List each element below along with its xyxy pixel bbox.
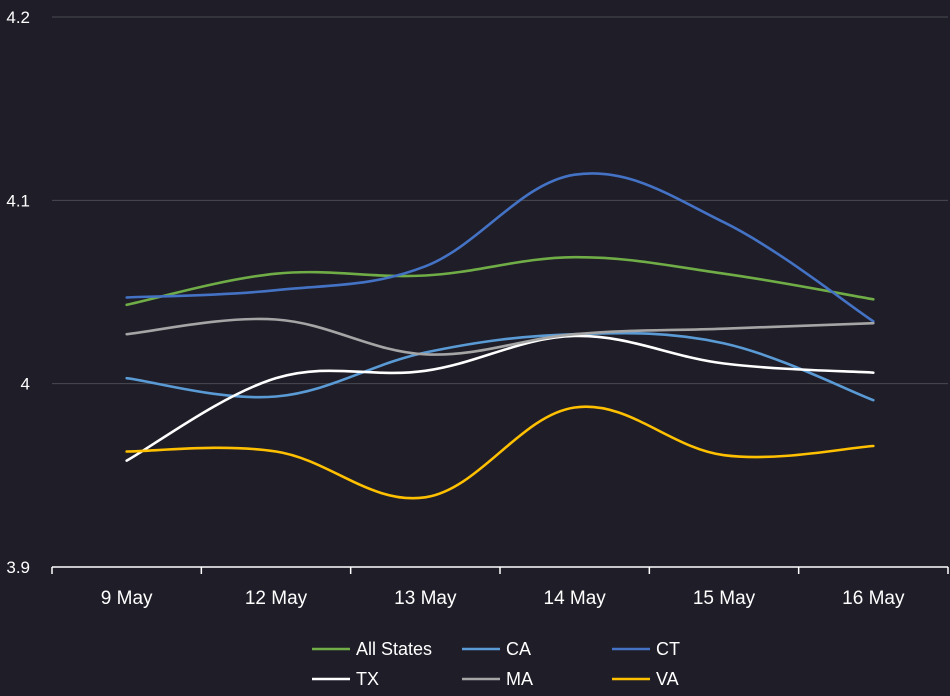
- x-axis-ticks: 9 May 12 May 13 May 14 May 15 May 16 May: [51, 567, 949, 609]
- series-lines: [125, 172, 875, 500]
- grid-lines: [52, 16, 948, 385]
- legend: All States CA CT TX MA VA: [312, 639, 680, 689]
- x-tick-label: 14 May: [544, 588, 607, 609]
- legend-label-ma: MA: [506, 669, 533, 689]
- y-axis-tick-labels: 3.9 4 4.1 4.2: [6, 8, 30, 577]
- legend-label-va: VA: [656, 669, 679, 689]
- x-tick-label: 9 May: [101, 588, 153, 609]
- y-tick-label: 4.1: [6, 191, 30, 210]
- legend-label-all-states: All States: [356, 639, 432, 659]
- x-tick-label: 15 May: [693, 588, 756, 609]
- x-tick-label: 16 May: [842, 588, 905, 609]
- x-tick-label: 13 May: [394, 588, 457, 609]
- legend-label-tx: TX: [356, 669, 379, 689]
- series-line-va: [125, 405, 875, 500]
- legend-label-ct: CT: [656, 639, 680, 659]
- y-tick-label: 4: [21, 375, 30, 394]
- series-line-ca: [125, 331, 875, 402]
- series-line-tx: [125, 334, 875, 462]
- series-line-ct: [125, 172, 875, 323]
- x-tick-label: 12 May: [245, 588, 308, 609]
- y-tick-label: 3.9: [6, 558, 30, 577]
- y-tick-label: 4.2: [6, 8, 30, 27]
- legend-label-ca: CA: [506, 639, 531, 659]
- series-line-ma: [125, 317, 875, 356]
- series-line-all-states: [125, 255, 875, 307]
